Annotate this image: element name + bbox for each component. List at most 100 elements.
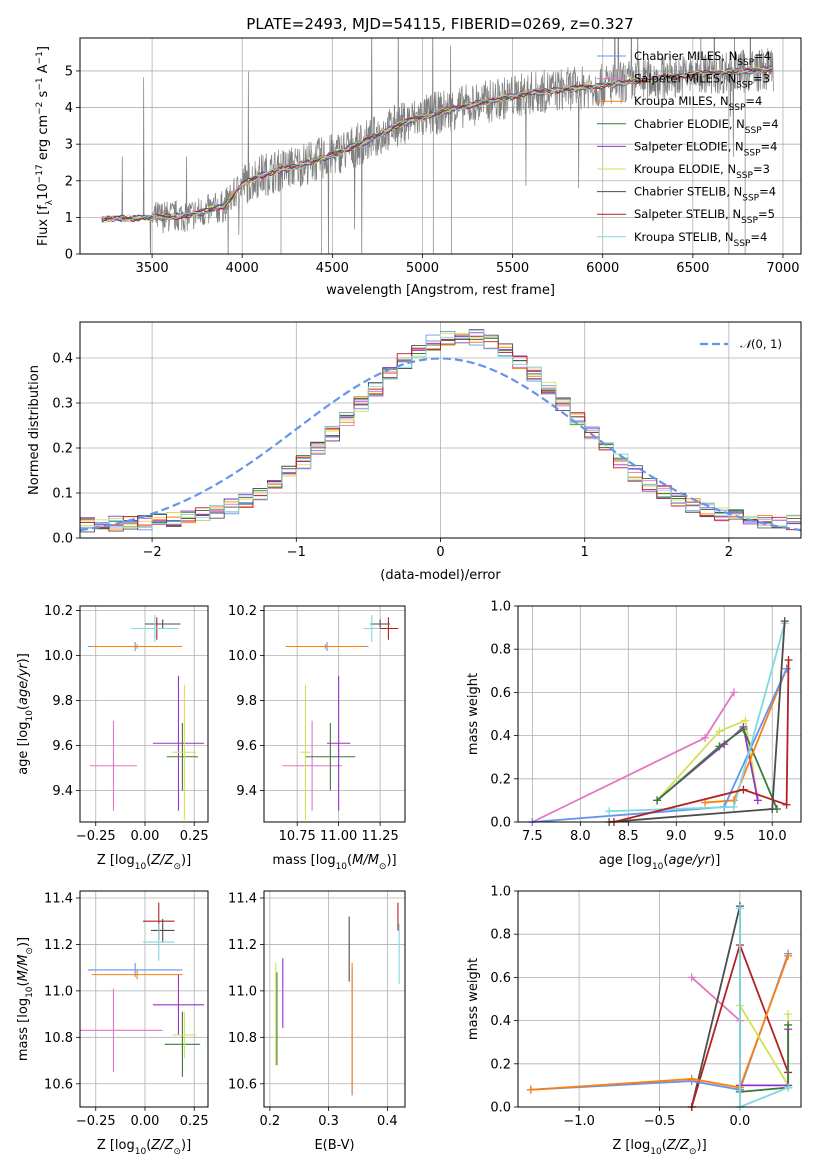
age-vs-Z-xtick-label: 0.25	[180, 829, 209, 844]
mass-vs-Z-xlabel: Z [log10(Z/Z⊙)]	[97, 1138, 191, 1157]
mass-weight-vs-age-series-6	[609, 623, 786, 813]
age-vs-mass-xtick-label: 11.25	[362, 829, 399, 844]
mass-weight-vs-age-xtick-label: 9.5	[714, 829, 735, 844]
mass-vs-Z-frame	[79, 890, 209, 1108]
legend-label-3: Chabrier ELODIE, NSSP=4	[634, 117, 779, 136]
age-vs-Z-ylabel: age [log10(age/yr)]	[16, 653, 35, 775]
age-vs-Z-ytick-label: 9.8	[52, 694, 73, 709]
mass-weight-vs-age-marker	[653, 796, 662, 805]
age-vs-mass-errorbars	[282, 615, 399, 820]
age-vs-Z-axes: −0.25 0.00 0.25 9.4 9.6 9.8 10.0 10.2	[44, 604, 209, 844]
spectrum-xtick-label: 5000	[406, 261, 439, 276]
spectrum-ytick-label: 4	[65, 101, 73, 116]
normal-curve	[79, 357, 802, 532]
mass-weight-vs-age-lines	[528, 617, 793, 826]
mass-vs-Z-xtick-label: −0.25	[76, 1114, 116, 1129]
residual-histogram-ytick-label: 0.4	[52, 352, 73, 367]
mass-vs-ebv-xtick-label: 0.2	[260, 1114, 281, 1129]
residual-histogram-xtick-label: 2	[725, 545, 733, 560]
spectrum-ytick-label: 3	[65, 138, 73, 153]
legend-label-0: Chabrier MILES, NSSP=4	[634, 49, 771, 68]
mass-weight-vs-age-ytick-label: 0.8	[490, 643, 511, 658]
mass-weight-vs-Z-marker	[784, 951, 793, 960]
mass-vs-ebv-xtick-label: 0.3	[318, 1114, 339, 1129]
mass-weight-vs-Z-ytick-label: 0.4	[490, 1014, 511, 1029]
mass-weight-vs-Z-marker	[735, 904, 744, 913]
spectrum-ytick-label: 2	[65, 174, 73, 189]
legend-label-1: Salpeter MILES, NSSP=3	[634, 72, 770, 91]
mass-weight-vs-Z-xtick-label: −0.5	[644, 1114, 676, 1129]
age-vs-mass-xlabel: mass [log10(M/M⊙)]	[272, 853, 396, 872]
mass-vs-ebv-ytick-label: 11.2	[228, 938, 257, 953]
mass-vs-ebv-frame	[263, 890, 406, 1108]
age-vs-Z-ytick-label: 9.6	[52, 739, 73, 754]
residual-histogram-xtick-label: 1	[581, 545, 589, 560]
mass-weight-vs-Z-series-1	[690, 905, 741, 1108]
mass-weight-vs-Z-marker	[784, 1020, 793, 1029]
mass-vs-ebv-xtick-label: 0.4	[377, 1114, 398, 1129]
residual-histogram-xtick-label: −1	[287, 545, 306, 560]
spectrum-xtick-label: 6500	[676, 261, 709, 276]
mass-weight-vs-age-frame	[517, 605, 802, 823]
mass-weight-vs-Z-series-5	[739, 1005, 790, 1089]
mass-vs-Z-ylabel: mass [log10(M/M⊙)]	[16, 937, 35, 1061]
mass-weight-vs-Z-lines	[526, 902, 793, 1111]
histogram-xlabel: (data-model)/error	[380, 568, 501, 583]
mass-vs-Z-ytick-label: 10.8	[44, 1031, 73, 1046]
age-vs-Z-xtick-label: −0.25	[76, 829, 116, 844]
residual-histogram-xtick-label: −2	[143, 545, 162, 560]
mass-weight-vs-age-marker	[784, 656, 793, 664]
spectrum-xtick-label: 3500	[136, 261, 169, 276]
mass-vs-ebv-ytick-label: 10.8	[228, 1031, 257, 1046]
mass-weight-vs-age-marker	[782, 664, 791, 673]
age-vs-mass-ytick-label: 9.6	[236, 739, 257, 754]
spectrum-frame	[79, 37, 802, 255]
age-vs-mass-ytick-label: 10.2	[228, 604, 257, 619]
mass-weight-vs-age-series-1	[656, 719, 759, 802]
mass-weight-vs-age-series-8	[613, 659, 790, 823]
spectrum-xlabel: wavelength [Angstrom, rest frame]	[326, 283, 555, 298]
mass-vs-Z-ytick-label: 11.0	[44, 984, 73, 999]
legend-label-7: Salpeter STELIB, NSSP=5	[634, 207, 775, 226]
mass-weight-vs-age-marker	[715, 727, 724, 736]
mass-weight-vs-age-xtick-label: 10.0	[758, 829, 787, 844]
mass-weight-vs-age-marker	[768, 805, 777, 814]
age-vs-mass-axes: 10.75 11.00 11.25 9.4 9.6 9.8 10.0 10.2	[228, 604, 405, 844]
mass-weight-vs-age-marker	[701, 733, 710, 742]
residual-histogram-frame	[79, 321, 802, 539]
age-vs-Z-errorbars	[87, 615, 205, 820]
mass-vs-ebv-xlabel: E(B-V)	[314, 1138, 354, 1153]
mass-vs-Z-ytick-label: 11.4	[44, 891, 73, 906]
mass-weight-vs-Z-marker	[784, 1083, 793, 1092]
legend-label-4: Salpeter ELODIE, NSSP=4	[634, 139, 777, 158]
mass-weight-vs-age-marker	[782, 800, 791, 809]
age-vs-mass-frame	[263, 605, 406, 823]
mass-weight-vs-Z-marker	[687, 1074, 696, 1083]
mass-weight-vs-Z-xtick-label: 0.0	[730, 1114, 751, 1129]
mass-vs-ebv-axes: 0.2 0.3 0.4 10.6 10.8 11.0 11.2 11.4	[228, 891, 405, 1129]
age-vs-Z-ytick-label: 10.2	[44, 604, 73, 619]
mass-weight-vs-Z-marker	[687, 973, 696, 982]
age-vs-mass-xtick-label: 11.00	[320, 829, 357, 844]
model-line-8	[101, 66, 773, 223]
mass-weight-vs-age-xlabel: age [log10(age/yr)]	[599, 853, 721, 872]
legend-label-2: Kroupa MILES, NSSP=4	[634, 94, 762, 113]
spectrum-ytick-label: 1	[65, 211, 73, 226]
mass-weight-vs-age-marker	[739, 785, 748, 794]
legend-label-8: Kroupa STELIB, NSSP=4	[634, 230, 767, 249]
spectrum-lines	[101, 38, 775, 254]
histogram-series-8	[80, 329, 801, 531]
panels-layer: 3500 4000 4500 5000 5500 6000 6500 7000 0 1 2 3 4 5 Ch…	[16, 37, 802, 1157]
mass-weight-vs-Z-ytick-label: 0.0	[490, 1101, 511, 1116]
mass-weight-vs-age-series-3	[656, 727, 778, 810]
mass-weight-vs-Z-series-6	[739, 1029, 790, 1087]
age-vs-Z-ytick-label: 9.4	[52, 784, 73, 799]
mass-weight-vs-Z-ylabel: mass weight	[466, 958, 481, 1040]
mass-weight-vs-Z-ytick-label: 0.6	[490, 971, 511, 986]
histogram-steps	[80, 329, 801, 533]
mass-weight-vs-Z-marker	[784, 1010, 793, 1019]
residual-histogram-ytick-label: 0.1	[52, 487, 73, 502]
mass-weight-vs-age-xtick-label: 7.5	[522, 829, 543, 844]
residual-histogram-ytick-label: 0.0	[52, 532, 73, 547]
mass-vs-Z-ytick-label: 10.6	[44, 1077, 73, 1092]
